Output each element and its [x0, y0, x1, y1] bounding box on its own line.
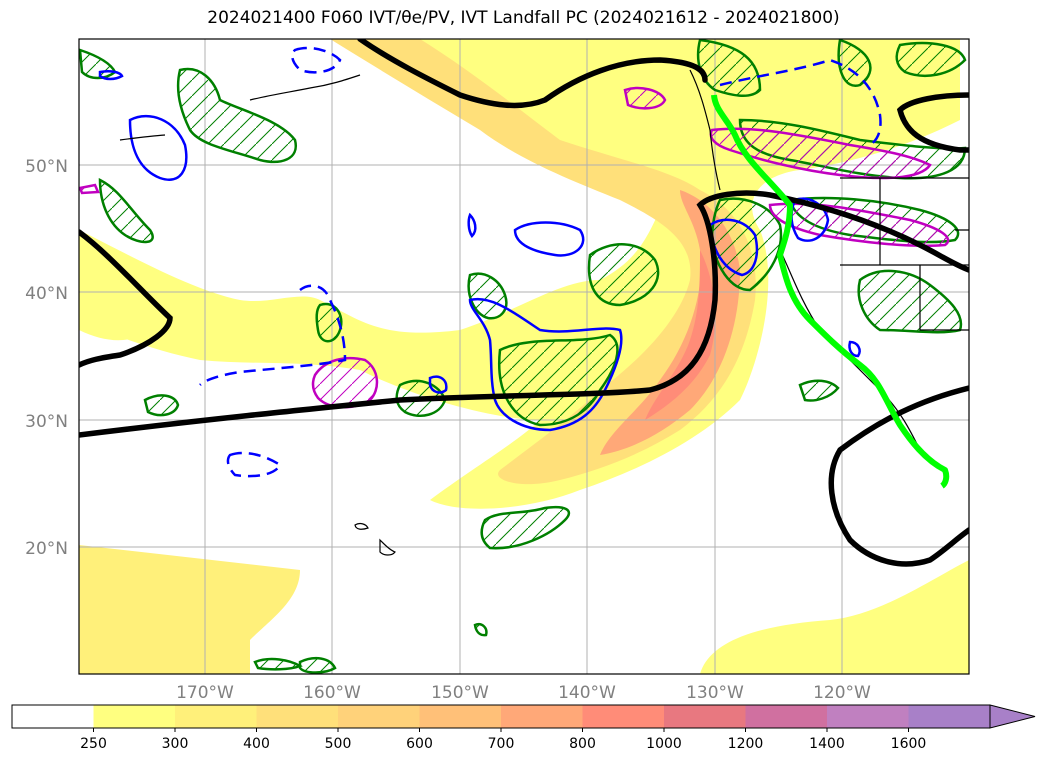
- colorbar-segment: [93, 705, 176, 728]
- colorbar-tick-label: 600: [406, 736, 433, 752]
- ivt-800-region: [645, 250, 716, 420]
- landfall-track-line: [711, 94, 950, 489]
- ivt-400-region: [330, 39, 756, 485]
- lat-label-20n: 20°N: [25, 539, 68, 559]
- colorbar-extend-arrow: [989, 704, 1036, 729]
- colorbar-segment: [175, 705, 257, 728]
- colorbar-segment: [827, 705, 909, 728]
- colorbar-tick-label: 1400: [809, 736, 845, 752]
- colorbar-segment: [745, 705, 828, 728]
- colorbar-segment: [338, 705, 420, 728]
- lon-label-150w: 150°W: [431, 683, 489, 703]
- colorbar-tick-label: 800: [569, 736, 596, 752]
- ivt-colorbar: 250 300 400 500 600 700 800 1000 1200 1400 1600: [11, 704, 1036, 752]
- colorbar-segment: [12, 705, 94, 728]
- ivt-700-region: [600, 190, 740, 455]
- colorbar-tick-label: 400: [243, 736, 270, 752]
- lon-label-140w: 140°W: [558, 683, 616, 703]
- pv-blue-dashed: [199, 46, 882, 478]
- lon-label-160w: 160°W: [303, 683, 361, 703]
- map-title: 2024021400 F060 IVT/θe/PV, IVT Landfall …: [207, 8, 840, 28]
- ivt-shading: [79, 39, 969, 674]
- colorbar-tick-label: 500: [325, 736, 352, 752]
- map-layers: [79, 39, 969, 674]
- colorbar-segment: [256, 705, 339, 728]
- lat-label-50n: 50°N: [25, 157, 68, 177]
- ivt-southeast-region: [700, 560, 969, 674]
- colorbar-tick-label: 1000: [646, 736, 682, 752]
- lat-label-40n: 40°N: [25, 284, 68, 304]
- colorbar-segment: [582, 705, 665, 728]
- colorbar-tick-label: 250: [80, 736, 107, 752]
- ivt-south-region: [79, 545, 300, 674]
- ivt-west-region: [79, 232, 160, 341]
- lon-label-170w: 170°W: [176, 683, 234, 703]
- colorbar-tick-label: 300: [162, 736, 189, 752]
- ivt-250-region: [79, 39, 960, 509]
- lat-label-30n: 30°N: [25, 412, 68, 432]
- colorbar-tick-label: 1200: [728, 736, 764, 752]
- colorbar-segment: [419, 705, 502, 728]
- colorbar-tick-label: 700: [488, 736, 515, 752]
- colorbar-tick-label: 1600: [891, 736, 927, 752]
- map-border: [78, 38, 970, 675]
- lon-label-120w: 120°W: [813, 683, 871, 703]
- colorbar-segment: [501, 705, 583, 728]
- colorbar-segment: [908, 705, 991, 728]
- colorbar-segment: [664, 705, 746, 728]
- lon-label-130w: 130°W: [686, 683, 744, 703]
